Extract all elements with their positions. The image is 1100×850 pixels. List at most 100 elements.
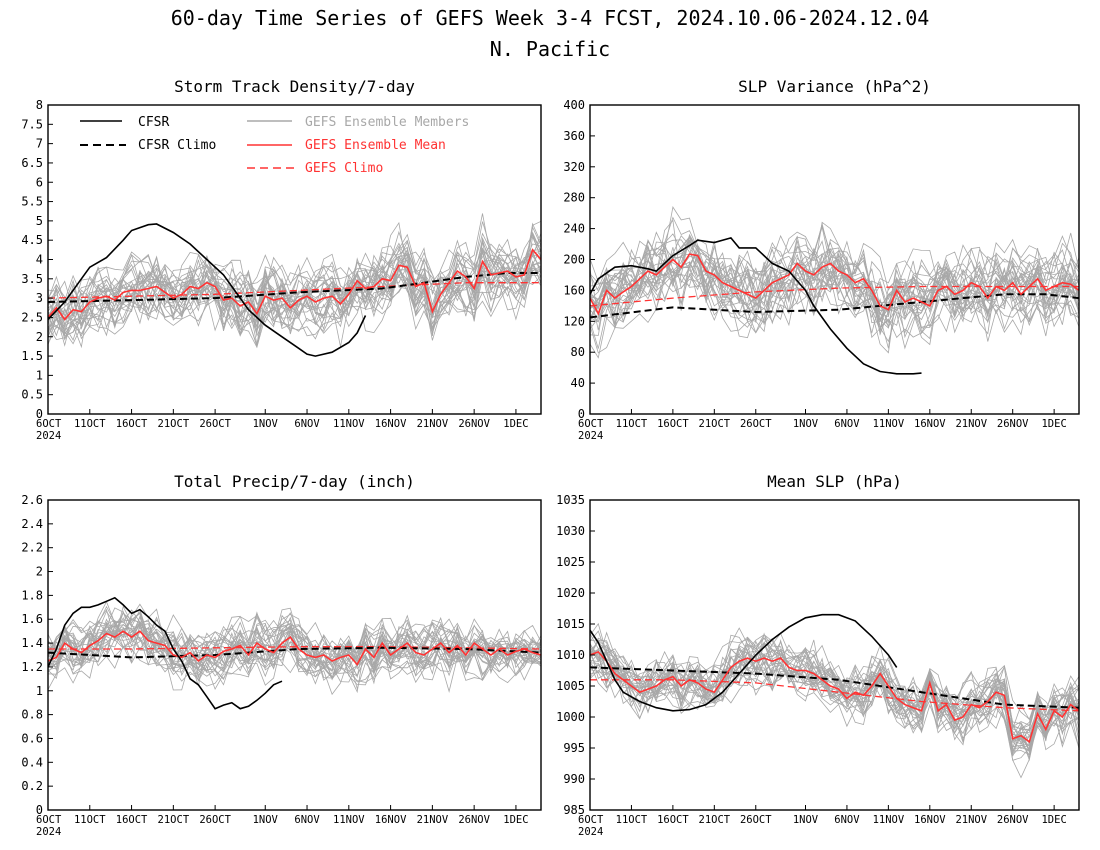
- plot-frame: [47, 499, 542, 811]
- ensemble-member-line: [48, 618, 541, 673]
- y-tick-label: 0: [36, 803, 43, 817]
- y-tick-label: 1035: [556, 493, 585, 507]
- ensemble-member-line: [48, 248, 541, 345]
- x-tick-label: 26OCT: [199, 418, 231, 430]
- cfsr-climo-line: [48, 646, 541, 659]
- y-tick-label: 995: [563, 741, 585, 755]
- panel-total-precip: Total Precip/7-day (inch)00.20.40.60.811…: [21, 472, 542, 838]
- x-tick-label: 21OCT: [699, 418, 731, 430]
- legend-members-label: GEFS Ensemble Members: [305, 115, 469, 130]
- ensemble-member-line: [590, 639, 1079, 752]
- ensemble-member-line: [48, 232, 541, 331]
- panel-title: SLP Variance (hPa^2): [738, 77, 931, 96]
- y-tick-label: 1020: [556, 586, 585, 600]
- y-tick-label: 0.8: [21, 708, 43, 722]
- x-tick-label: 16OCT: [657, 418, 689, 430]
- ensemble-member-line: [48, 616, 541, 684]
- x-tick-label: 16OCT: [657, 814, 689, 826]
- gefs-mean-line: [590, 253, 1079, 316]
- ensemble-member-line: [590, 219, 1079, 333]
- x-tick-label: 16NOV: [914, 418, 946, 430]
- ensemble-member-line: [48, 609, 541, 676]
- ensemble-member-line: [590, 224, 1079, 316]
- y-tick-label: 2.6: [21, 493, 43, 507]
- x-year-label: 2024: [36, 430, 61, 442]
- ensemble-member-line: [590, 638, 1079, 779]
- figure-subtitle: N. Pacific: [490, 37, 610, 61]
- cfsr-line: [590, 236, 922, 375]
- x-tick-label: 26NOV: [997, 814, 1029, 826]
- x-tick-label: 21NOV: [955, 418, 987, 430]
- gefs-mean-line: [590, 650, 1079, 744]
- y-tick-label: 2: [36, 565, 43, 579]
- panel-mean-slp: Mean SLP (hPa) 985 990 995 1000 1005 1010 1015 1…: [556, 472, 1080, 838]
- y-tick-label: 1000: [556, 710, 585, 724]
- plot-area: [48, 596, 541, 710]
- ensemble-member-line: [48, 239, 541, 337]
- x-tick-label: 16NOV: [375, 814, 407, 826]
- y-tick-label: 0: [578, 407, 585, 421]
- panel-title: Total Precip/7-day (inch): [174, 472, 415, 491]
- y-tick-label: 0.5: [21, 388, 43, 402]
- ensemble-member-line: [48, 249, 541, 335]
- gefs-climo-line: [48, 282, 541, 299]
- ensemble-member-line: [590, 239, 1079, 329]
- y-tick-label: 5.5: [21, 195, 43, 209]
- x-tick-label: 16OCT: [116, 814, 148, 826]
- legend-mean-label: GEFS Ensemble Mean: [305, 138, 446, 153]
- y-tick-label: 0: [36, 407, 43, 421]
- y-tick-label: 40: [571, 376, 585, 390]
- x-tick-label: 21OCT: [699, 814, 731, 826]
- y-tick-label: 1.4: [21, 636, 43, 650]
- gefs-mean-line: [48, 630, 541, 666]
- y-tick-label: 1010: [556, 648, 585, 662]
- y-tick-label: 320: [563, 160, 585, 174]
- x-tick-label: 21NOV: [417, 418, 449, 430]
- legend-climo-label: GEFS Climo: [305, 161, 383, 176]
- ensemble-member-line: [590, 648, 1079, 750]
- x-tick-label: 11NOV: [873, 814, 905, 826]
- cfsr-climo-line: [590, 666, 1079, 709]
- x-tick-label: 26OCT: [740, 814, 772, 826]
- y-tick-label: 80: [571, 345, 585, 359]
- x-tick-label: 1DEC: [503, 418, 528, 430]
- ensemble-member-line: [590, 639, 1079, 757]
- ensemble-member-line: [590, 216, 1079, 323]
- legend-cfsr-climo-label: CFSR Climo: [138, 138, 216, 153]
- y-tick-label: 1.8: [21, 588, 43, 602]
- plot-area: [590, 613, 1079, 779]
- x-year-label: 2024: [578, 430, 603, 442]
- panel-title: Mean SLP (hPa): [767, 472, 902, 491]
- x-year-label: 2024: [36, 826, 61, 838]
- y-tick-label: 280: [563, 191, 585, 205]
- x-tick-label: 6NOV: [834, 418, 860, 430]
- y-tick-label: 7: [36, 137, 43, 151]
- y-tick-label: 2.5: [21, 310, 43, 324]
- y-tick-label: 2: [36, 330, 43, 344]
- x-tick-label: 26OCT: [199, 814, 231, 826]
- y-tick-label: 6.5: [21, 156, 43, 170]
- y-tick-label: 160: [563, 283, 585, 297]
- legend-cfsr-label: CFSR: [138, 115, 169, 130]
- ensemble-member-line: [48, 607, 541, 681]
- x-tick-label: 6NOV: [294, 418, 320, 430]
- x-tick-label: 26NOV: [997, 418, 1029, 430]
- x-tick-label: 1NOV: [253, 814, 279, 826]
- x-tick-label: 6OCT: [36, 814, 62, 826]
- y-tick-label: 1: [36, 368, 43, 382]
- y-tick-label: 0.2: [21, 779, 43, 793]
- cfsr-climo-line: [48, 272, 541, 303]
- y-tick-label: 400: [563, 98, 585, 112]
- y-tick-label: 1015: [556, 617, 585, 631]
- gefs-mean-line: [48, 248, 541, 321]
- x-tick-label: 11NOV: [333, 814, 365, 826]
- ensemble-member-line: [48, 615, 541, 681]
- x-tick-label: 1NOV: [793, 418, 819, 430]
- gefs-climo-line: [590, 679, 1079, 712]
- x-tick-label: 21NOV: [955, 814, 987, 826]
- x-tick-label: 1DEC: [1041, 814, 1066, 826]
- y-tick-label: 1: [36, 684, 43, 698]
- panel-title: Storm Track Density/7-day: [174, 77, 415, 96]
- x-tick-label: 11NOV: [873, 418, 905, 430]
